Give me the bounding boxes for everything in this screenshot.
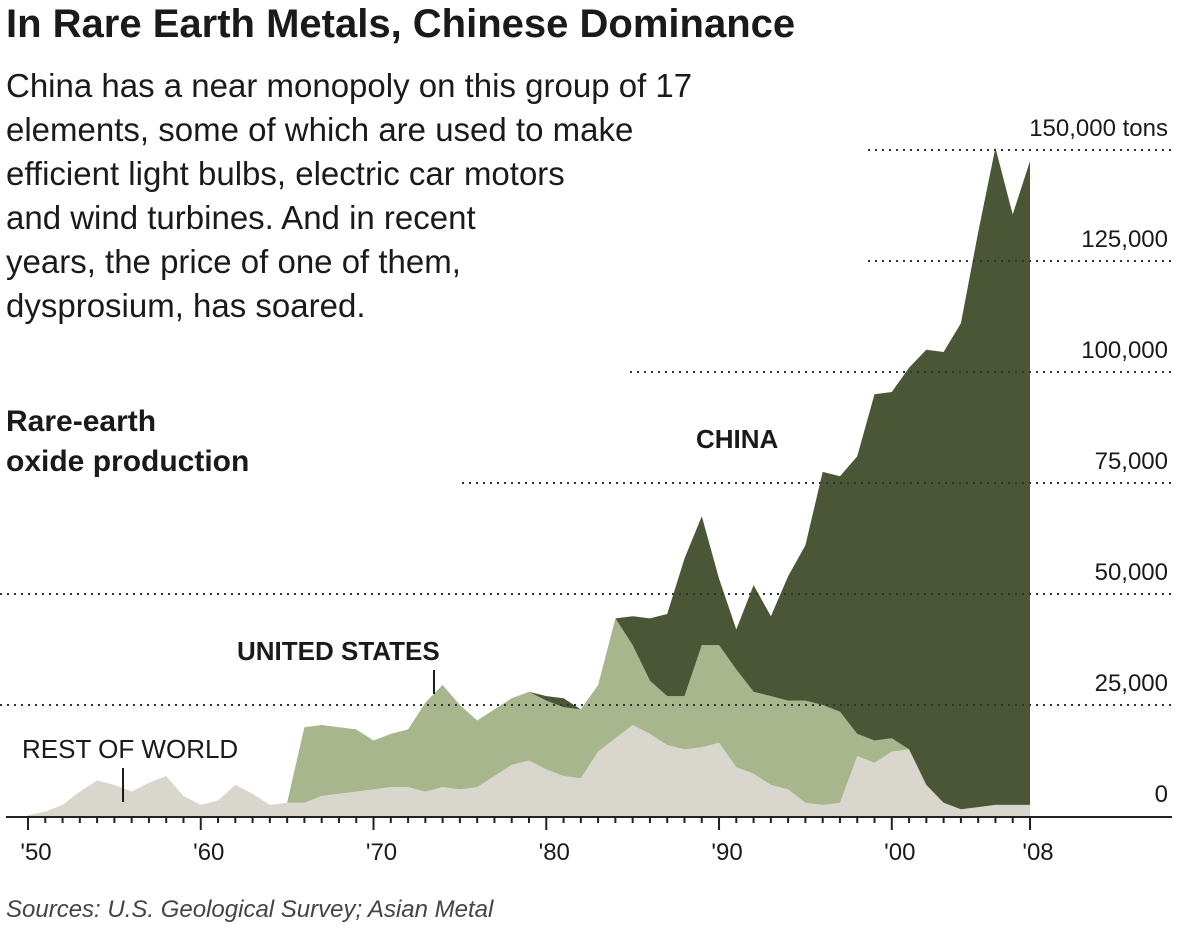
y-tick-label: 25,000: [1095, 670, 1168, 697]
source-note: Sources: U.S. Geological Survey; Asian M…: [6, 896, 494, 923]
area-series-rest-of-world: [28, 725, 1030, 816]
y-tick-label: 0: [1155, 781, 1168, 808]
x-tick-label: '50: [20, 839, 51, 866]
y-tick-label: 150,000 tons: [1029, 115, 1168, 142]
x-tick-label: '90: [711, 839, 742, 866]
description-line: and wind turbines. And in recent: [6, 199, 476, 236]
chart-description: China has a near monopoly on this group …: [6, 64, 846, 328]
description-line: China has a near monopoly on this group …: [6, 67, 693, 104]
x-tick-label: '08: [1022, 839, 1053, 866]
x-tick-label: '70: [366, 839, 397, 866]
description-line: elements, some of which are used to make: [6, 111, 634, 148]
subtitle-line: Rare-earth: [6, 405, 157, 438]
annotation-layer: CHINA UNITED STATES REST OF WORLD: [22, 424, 779, 802]
grid-layer: [0, 149, 1172, 706]
y-tick-label: 100,000: [1081, 337, 1168, 364]
y-tick-label: 50,000: [1095, 559, 1168, 586]
x-tick-label: '60: [193, 839, 224, 866]
chart-title: In Rare Earth Metals, Chinese Dominance: [6, 2, 796, 46]
description-line: dysprosium, has soared.: [6, 287, 366, 324]
chart-subtitle: Rare-earth oxide production: [6, 402, 249, 482]
description-line: years, the price of one of them,: [6, 243, 461, 280]
area-layer: [28, 147, 1030, 816]
axis-layer: 150,000 tons 125,000 100,000 75,000 50,000 25…: [6, 115, 1172, 866]
label-united-states: UNITED STATES: [237, 636, 440, 666]
y-tick-label: 75,000: [1095, 448, 1168, 475]
area-series-united-states: [28, 618, 1030, 816]
subtitle-line: oxide production: [6, 445, 250, 478]
x-tick-label: '00: [884, 839, 915, 866]
y-tick-label: 125,000: [1081, 226, 1168, 253]
area-series-china: [28, 147, 1030, 816]
description-line: efficient light bulbs, electric car moto…: [6, 155, 565, 192]
label-china: CHINA: [696, 424, 779, 454]
label-rest-of-world: REST OF WORLD: [22, 734, 238, 764]
x-tick-label: '80: [539, 839, 570, 866]
